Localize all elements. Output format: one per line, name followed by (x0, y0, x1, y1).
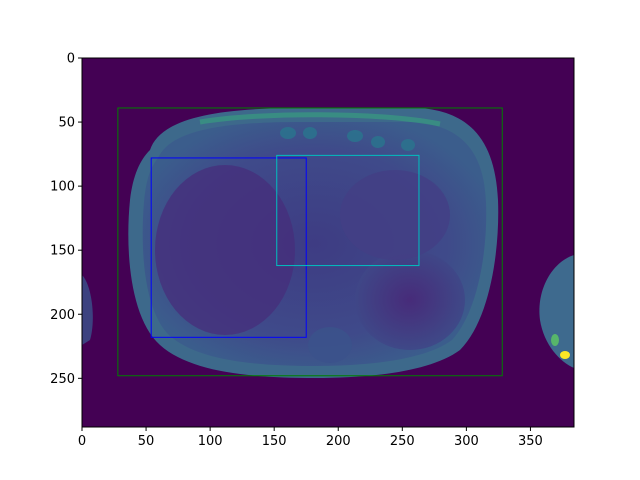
right-arm-bright-spot (560, 351, 570, 359)
stomach (340, 170, 450, 260)
heart (355, 250, 465, 350)
y-tick-label: 0 (67, 52, 75, 67)
box-cyan (276, 154, 420, 267)
y-tick-label: 250 (50, 372, 75, 387)
x-tick-label: 50 (138, 434, 155, 449)
x-tick-label: 0 (78, 434, 86, 449)
left-arm (82, 275, 93, 345)
bounding-boxes (117, 107, 503, 377)
right-arm (539, 255, 574, 368)
x-axis: 0 50 100 150 200 250 300 350 (78, 427, 543, 449)
fat-band (199, 112, 441, 127)
axes-frame (81, 57, 575, 428)
right-arm-spot (551, 334, 559, 346)
x-tick-label: 200 (326, 434, 351, 449)
x-tick-label: 150 (262, 434, 287, 449)
box-green (117, 107, 503, 377)
liver (155, 165, 295, 335)
spine (308, 327, 352, 363)
y-axis: 0 50 100 150 200 250 (50, 52, 82, 387)
x-tick-label: 300 (454, 434, 479, 449)
ribs (280, 127, 415, 151)
y-tick-label: 100 (50, 180, 75, 195)
x-tick-label: 350 (518, 434, 543, 449)
box-blue (150, 157, 307, 338)
x-tick-label: 100 (198, 434, 223, 449)
x-tick-label: 250 (390, 434, 415, 449)
y-tick-label: 50 (58, 116, 75, 131)
y-tick-label: 200 (50, 308, 75, 323)
y-tick-label: 150 (50, 244, 75, 259)
image-area (82, 58, 574, 427)
